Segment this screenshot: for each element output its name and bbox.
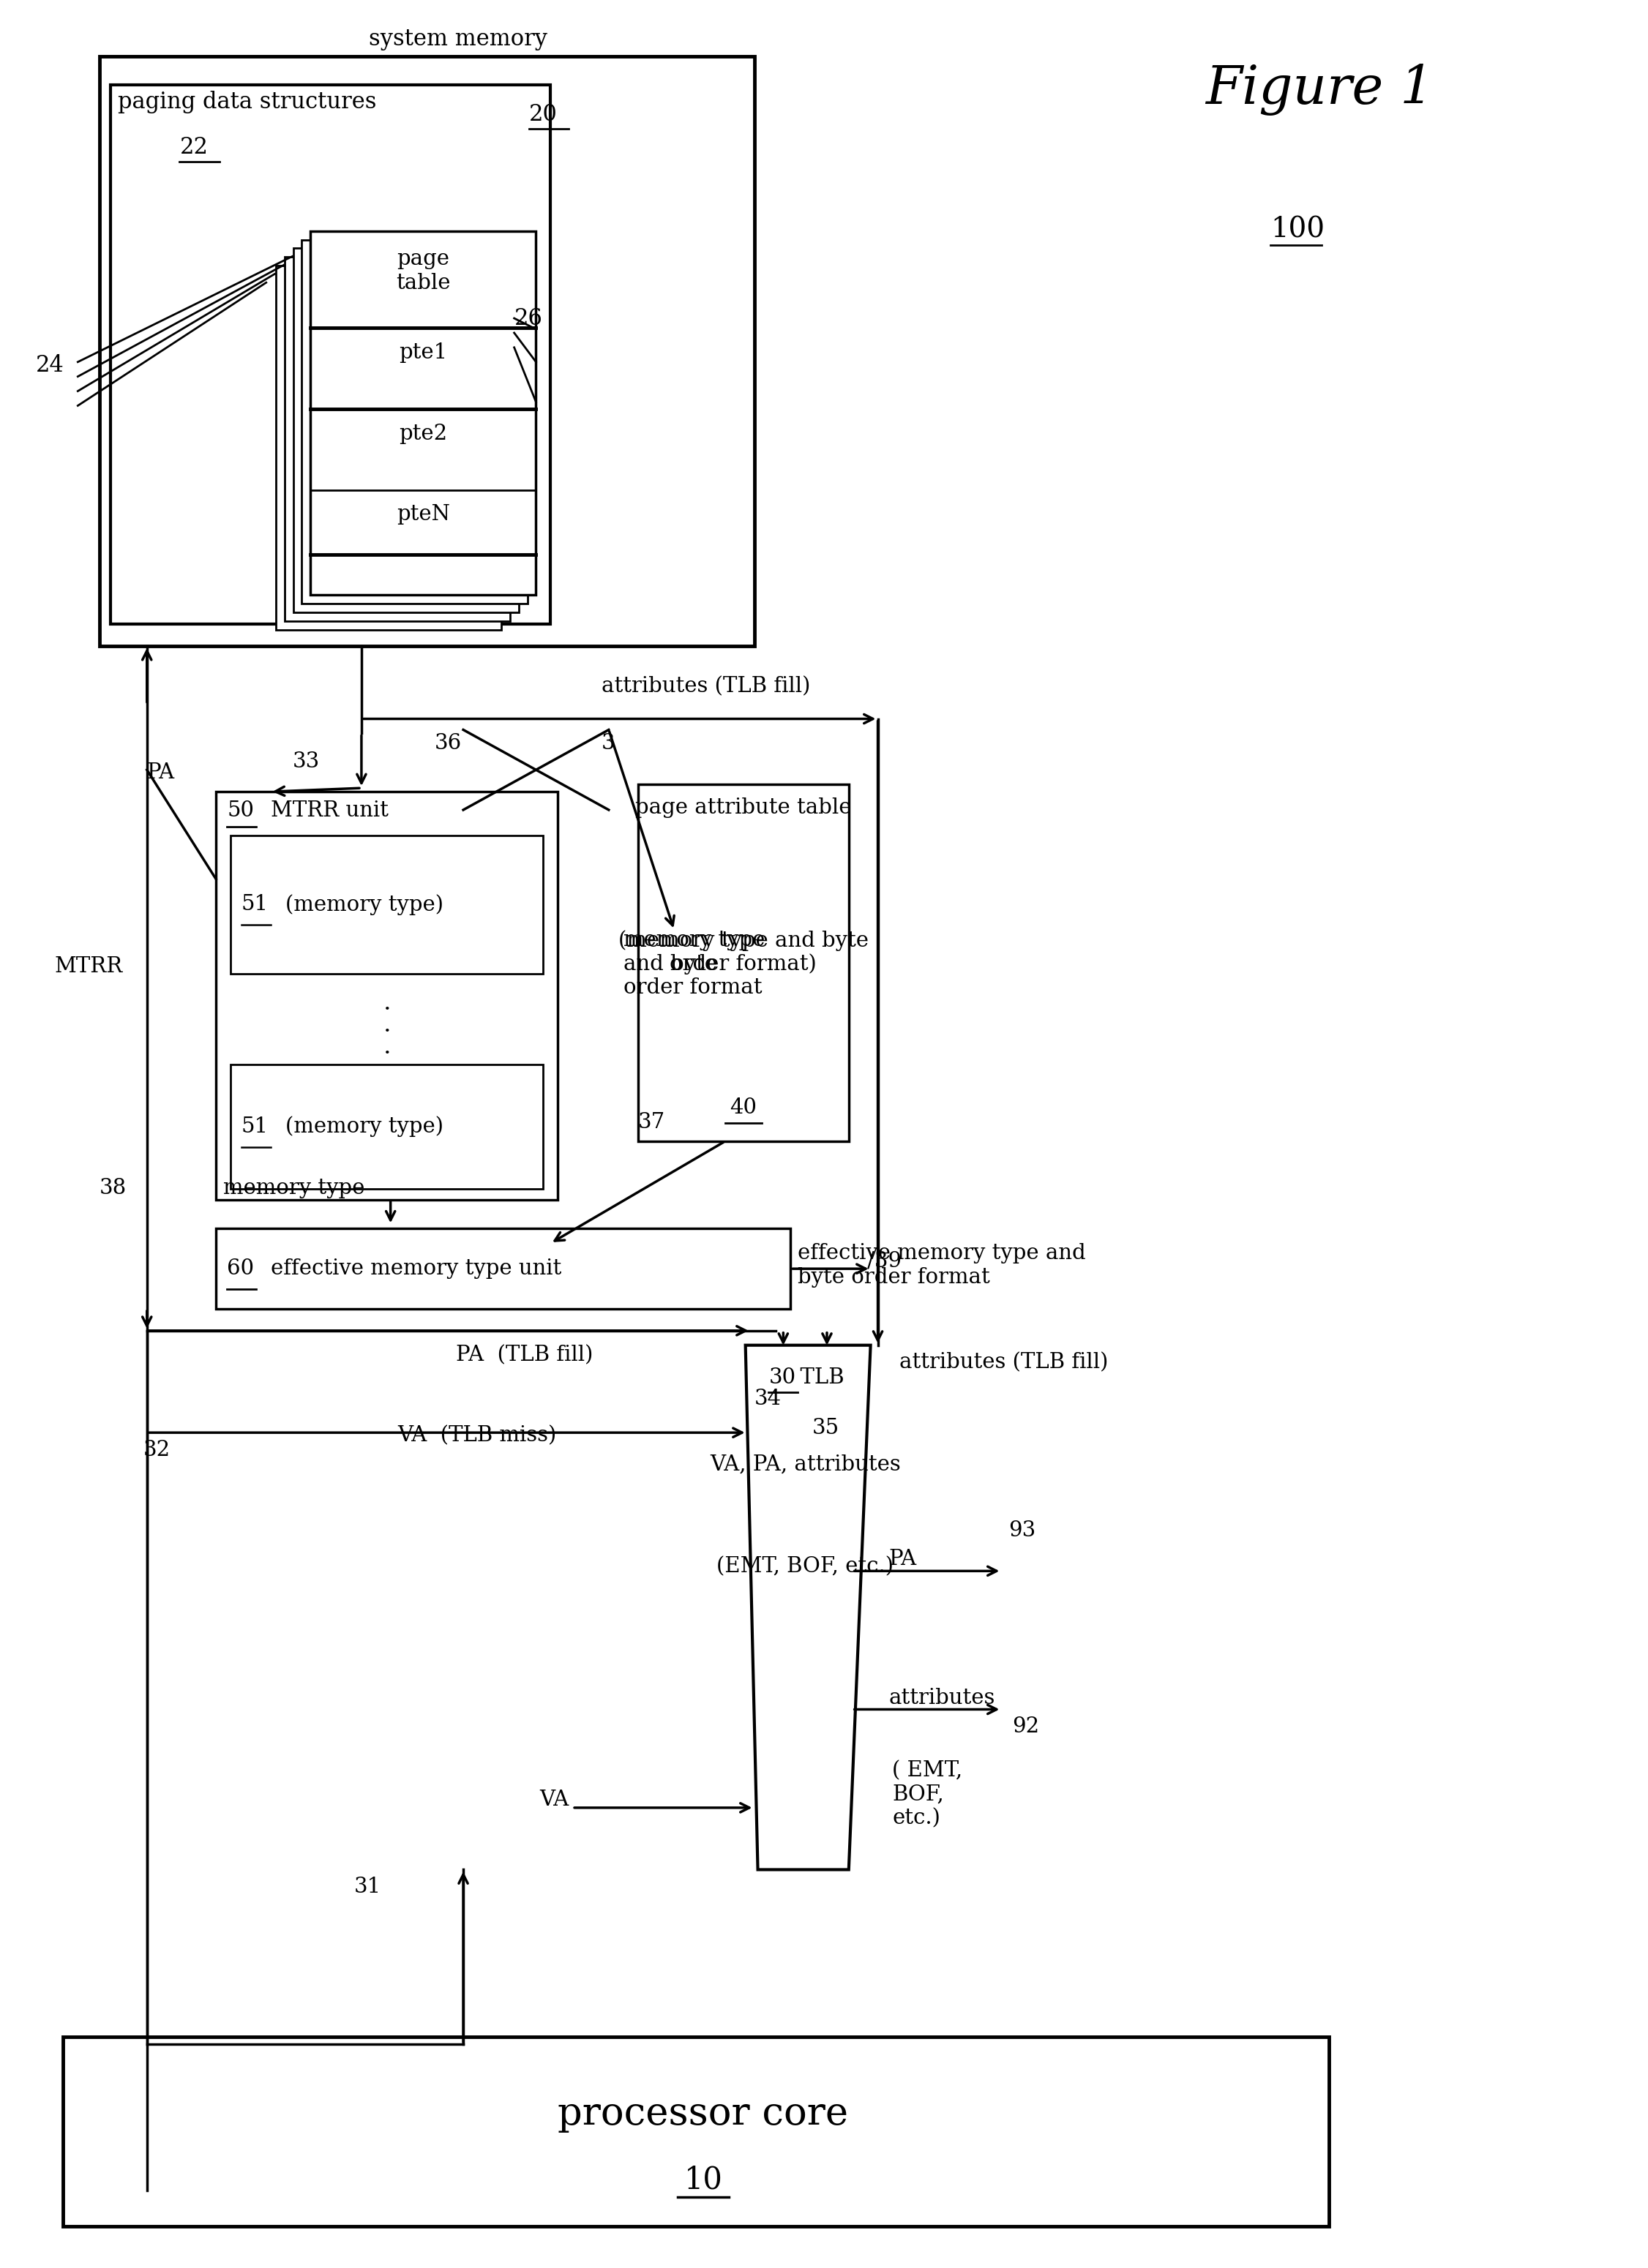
Text: 22: 22	[180, 136, 208, 159]
Text: processor core: processor core	[559, 2096, 849, 2132]
FancyBboxPatch shape	[293, 247, 519, 612]
Text: 10: 10	[684, 2164, 722, 2195]
Text: (memory type and byte
order format): (memory type and byte order format)	[618, 930, 868, 975]
Text: attributes (TLB fill): attributes (TLB fill)	[602, 676, 811, 696]
Text: effective memory type and
byte order format: effective memory type and byte order for…	[798, 1243, 1086, 1288]
Text: .: .	[382, 1014, 391, 1036]
FancyBboxPatch shape	[110, 86, 550, 624]
Text: 51: 51	[242, 894, 269, 914]
Text: memory type: memory type	[222, 1177, 364, 1198]
FancyBboxPatch shape	[310, 231, 536, 594]
Text: 3: 3	[602, 733, 615, 753]
FancyBboxPatch shape	[231, 835, 544, 973]
Text: 38: 38	[99, 1177, 127, 1198]
Text: ( EMT,
BOF,
etc.): ( EMT, BOF, etc.)	[892, 1760, 962, 1828]
Text: VA: VA	[539, 1789, 569, 1810]
Text: PA: PA	[147, 762, 175, 782]
Text: VA  (TLB miss): VA (TLB miss)	[397, 1424, 557, 1445]
Text: 32: 32	[143, 1440, 170, 1461]
Text: 20: 20	[529, 104, 557, 127]
Text: memory type
and byte
order format: memory type and byte order format	[623, 930, 765, 998]
FancyBboxPatch shape	[216, 792, 557, 1200]
Text: 30: 30	[768, 1368, 796, 1388]
Text: TLB: TLB	[786, 1368, 844, 1388]
FancyBboxPatch shape	[99, 57, 755, 646]
Text: effective memory type unit: effective memory type unit	[270, 1259, 562, 1279]
FancyBboxPatch shape	[285, 256, 509, 621]
Text: (memory type): (memory type)	[285, 894, 443, 914]
Text: paging data structures: paging data structures	[117, 91, 376, 113]
Text: PA: PA	[888, 1549, 916, 1569]
Text: .: .	[382, 991, 391, 1014]
Text: page attribute table: page attribute table	[634, 798, 852, 819]
Text: attributes: attributes	[888, 1687, 995, 1708]
Text: 26: 26	[514, 308, 542, 331]
Text: (memory type): (memory type)	[285, 1116, 443, 1136]
Text: 92: 92	[1012, 1717, 1040, 1737]
Text: 100: 100	[1271, 215, 1325, 243]
Text: 34: 34	[755, 1388, 781, 1408]
FancyBboxPatch shape	[275, 265, 501, 631]
FancyBboxPatch shape	[302, 240, 527, 603]
Text: MTRR unit: MTRR unit	[270, 801, 389, 821]
Text: (EMT, BOF, etc.): (EMT, BOF, etc.)	[717, 1556, 893, 1576]
Text: MTRR: MTRR	[54, 957, 124, 978]
Text: pte2: pte2	[399, 424, 448, 445]
Text: 35: 35	[812, 1418, 839, 1438]
Text: pteN: pteN	[397, 503, 450, 524]
Text: system memory: system memory	[369, 27, 547, 50]
Text: 24: 24	[36, 354, 64, 376]
Text: 51: 51	[242, 1116, 269, 1136]
Text: .: .	[382, 1034, 391, 1059]
Text: attributes (TLB fill): attributes (TLB fill)	[900, 1352, 1109, 1372]
Text: PA  (TLB fill): PA (TLB fill)	[456, 1345, 593, 1365]
FancyBboxPatch shape	[231, 1064, 544, 1188]
Text: /39: /39	[867, 1250, 901, 1270]
Text: page
table: page table	[396, 249, 450, 293]
Polygon shape	[745, 1345, 870, 1869]
Text: 37: 37	[638, 1111, 666, 1132]
Text: 31: 31	[354, 1878, 381, 1898]
FancyBboxPatch shape	[638, 785, 849, 1141]
FancyBboxPatch shape	[216, 1229, 791, 1309]
Text: 60: 60	[227, 1259, 254, 1279]
Text: VA, PA, attributes: VA, PA, attributes	[710, 1454, 900, 1474]
Text: 50: 50	[227, 801, 254, 821]
Text: pte1: pte1	[399, 342, 448, 363]
FancyBboxPatch shape	[63, 2037, 1328, 2227]
Text: Figure 1: Figure 1	[1205, 64, 1434, 116]
Text: 93: 93	[1009, 1520, 1037, 1540]
Text: 36: 36	[433, 733, 461, 753]
Text: 33: 33	[292, 751, 320, 771]
Text: 40: 40	[730, 1098, 756, 1118]
